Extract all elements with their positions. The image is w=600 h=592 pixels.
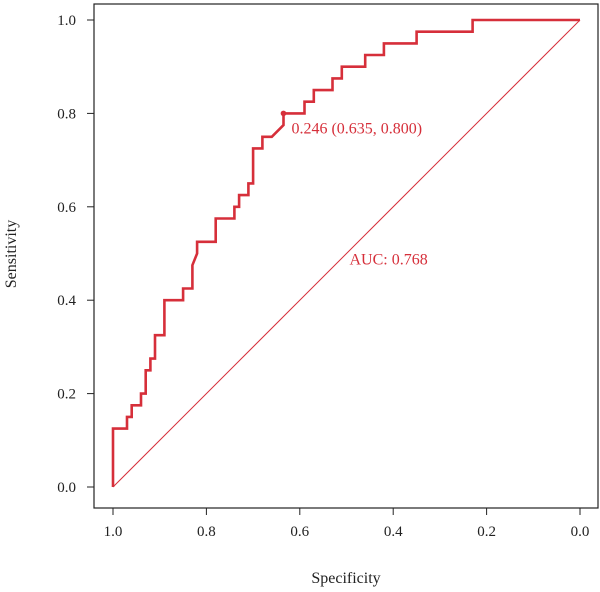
- y-tick-label: 0.6: [57, 200, 76, 216]
- y-axis-title: Sensitivity: [3, 220, 20, 288]
- y-tick-label: 0.0: [57, 480, 76, 496]
- x-axis-title: Specificity: [311, 570, 380, 587]
- x-tick-label: 1.0: [104, 524, 123, 540]
- y-tick-label: 0.8: [57, 106, 76, 122]
- x-axis: 1.0 0.8 0.6 0.4 0.2 0.0: [104, 508, 590, 540]
- x-tick-label: 0.2: [477, 524, 496, 540]
- x-tick-label: 0.4: [384, 524, 403, 540]
- x-tick-label: 0.6: [290, 524, 309, 540]
- y-tick-label: 0.4: [57, 293, 76, 309]
- x-tick-label: 0.8: [197, 524, 216, 540]
- plot-frame: [93, 3, 599, 509]
- best-threshold-label: 0.246 (0.635, 0.800): [291, 120, 422, 137]
- y-tick-label: 0.2: [57, 387, 76, 403]
- best-threshold-point: [280, 110, 287, 117]
- y-axis: 0.0 0.2 0.4 0.6 0.8 1.0: [57, 13, 94, 496]
- auc-label: AUC: 0.768: [350, 252, 428, 269]
- x-tick-label: 0.0: [571, 524, 590, 540]
- y-tick-label: 1.0: [57, 13, 76, 29]
- chance-diagonal-line: [112, 19, 581, 488]
- roc-curve: [111, 18, 580, 487]
